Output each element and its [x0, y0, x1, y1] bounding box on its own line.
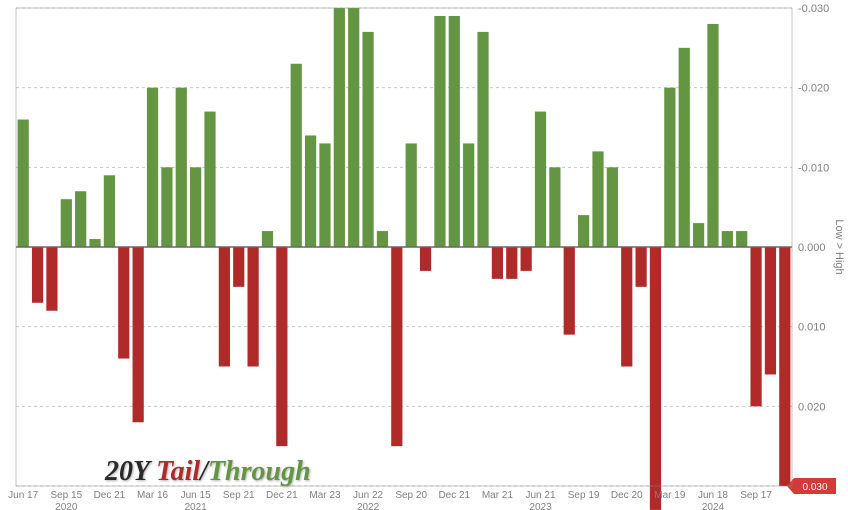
svg-text:Sep 17: Sep 17: [740, 490, 772, 501]
svg-text:0.010: 0.010: [798, 322, 826, 334]
svg-text:2020: 2020: [55, 502, 78, 510]
svg-text:-0.010: -0.010: [798, 162, 829, 174]
svg-text:Low > High: Low > High: [833, 219, 845, 274]
svg-text:Dec 21: Dec 21: [266, 490, 298, 501]
svg-text:Jun 17: Jun 17: [8, 490, 38, 501]
svg-text:0.030: 0.030: [802, 482, 827, 493]
svg-text:2023: 2023: [529, 502, 552, 510]
bar-chart: -0.030 -0.020 -0.010 0.000 0.010 0.020 0.030 Lo…: [0, 0, 848, 510]
title-sep: /: [200, 456, 208, 487]
svg-text:0.000: 0.000: [798, 242, 826, 254]
svg-text:Mar 16: Mar 16: [137, 490, 169, 501]
svg-text:Sep 15: Sep 15: [50, 490, 82, 501]
chart-title: 20Y Tail/Through: [105, 456, 311, 488]
svg-text:Mar 21: Mar 21: [482, 490, 514, 501]
svg-text:2022: 2022: [357, 502, 380, 510]
svg-text:Jun 21: Jun 21: [526, 490, 556, 501]
svg-text:Sep 21: Sep 21: [223, 490, 255, 501]
title-through: Through: [208, 456, 311, 487]
svg-text:Jun 18: Jun 18: [698, 490, 728, 501]
svg-text:2024: 2024: [702, 502, 725, 510]
svg-text:Jun 15: Jun 15: [181, 490, 211, 501]
svg-text:Jun 22: Jun 22: [353, 490, 383, 501]
svg-text:-0.030: -0.030: [798, 3, 829, 15]
svg-text:Mar 23: Mar 23: [309, 490, 341, 501]
title-prefix: 20Y: [105, 456, 156, 487]
chart-container: -0.030 -0.020 -0.010 0.000 0.010 0.020 0.030 Lo…: [0, 0, 848, 510]
svg-text:Dec 20: Dec 20: [611, 490, 643, 501]
title-tail: Tail: [156, 456, 200, 487]
svg-text:Mar 19: Mar 19: [654, 490, 686, 501]
svg-text:Sep 20: Sep 20: [395, 490, 427, 501]
svg-text:2021: 2021: [185, 502, 208, 510]
svg-text:Dec 21: Dec 21: [438, 490, 470, 501]
svg-text:Sep 19: Sep 19: [568, 490, 600, 501]
svg-text:-0.020: -0.020: [798, 83, 829, 95]
svg-text:Dec 21: Dec 21: [94, 490, 126, 501]
svg-text:0.020: 0.020: [798, 401, 826, 413]
